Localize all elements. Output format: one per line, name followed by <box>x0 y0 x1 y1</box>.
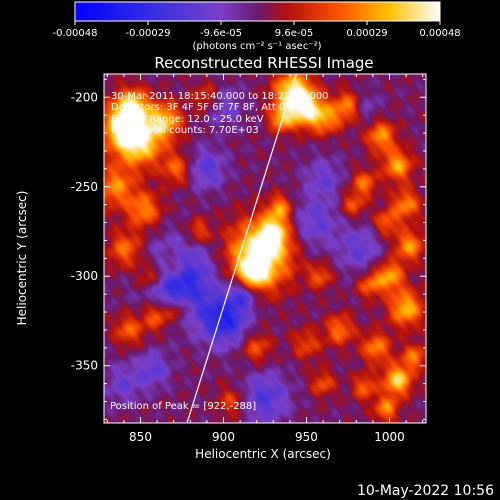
colorbar-label-4: 0.00029 <box>346 28 387 39</box>
info-energy: Energy Range: 12.0 - 25.0 keV <box>111 114 264 125</box>
colorbar <box>74 1 441 22</box>
plot-image <box>104 74 426 423</box>
colorbar-label-1: -0.00029 <box>126 28 171 39</box>
colorbar-label-2: -9.6e-05 <box>200 28 242 39</box>
y-tick-label: -350 <box>71 359 98 373</box>
colorbar-label-5: 0.00048 <box>419 28 460 39</box>
x-axis-label: Heliocentric X (arcsec) <box>195 447 331 461</box>
axes: 850 900 950 1000 -200 -250 -300 -350 <box>71 74 426 444</box>
limb-line <box>186 74 298 423</box>
y-axis-label: Heliocentric Y (arcsec) <box>15 191 29 326</box>
info-time: 30-Mar-2011 18:15:40.000 to 18:21:40.000 <box>111 91 329 102</box>
colorbar-unit: (photons cm⁻² s⁻¹ asec⁻²) <box>192 41 321 52</box>
x-tick-label: 950 <box>295 430 318 444</box>
heatmap-image <box>104 74 426 423</box>
y-tick-label: -300 <box>71 269 98 283</box>
peak-position-label: Position of Peak = [922,-288] <box>110 401 256 412</box>
footer-date: 10-May-2022 10:56 <box>357 483 494 499</box>
chart-title: Reconstructed RHESSI Image <box>154 54 373 72</box>
x-tick-label: 1000 <box>374 430 405 444</box>
colorbar-label-3: 9.6e-05 <box>275 28 313 39</box>
colorbar-ticks <box>74 21 441 25</box>
y-tick-label: -250 <box>71 180 98 194</box>
x-tick-label: 900 <box>212 430 235 444</box>
info-detectors: Detectors: 3F 4F 5F 6F 7F 8F, Att 0 <box>111 102 285 113</box>
info-clean: Clean Total counts: 7.70E+03 <box>111 125 259 136</box>
y-tick-label: -200 <box>71 90 98 104</box>
x-tick-label: 850 <box>129 430 152 444</box>
colorbar-label-0: -0.00048 <box>53 28 98 39</box>
plot-frame <box>103 73 427 424</box>
